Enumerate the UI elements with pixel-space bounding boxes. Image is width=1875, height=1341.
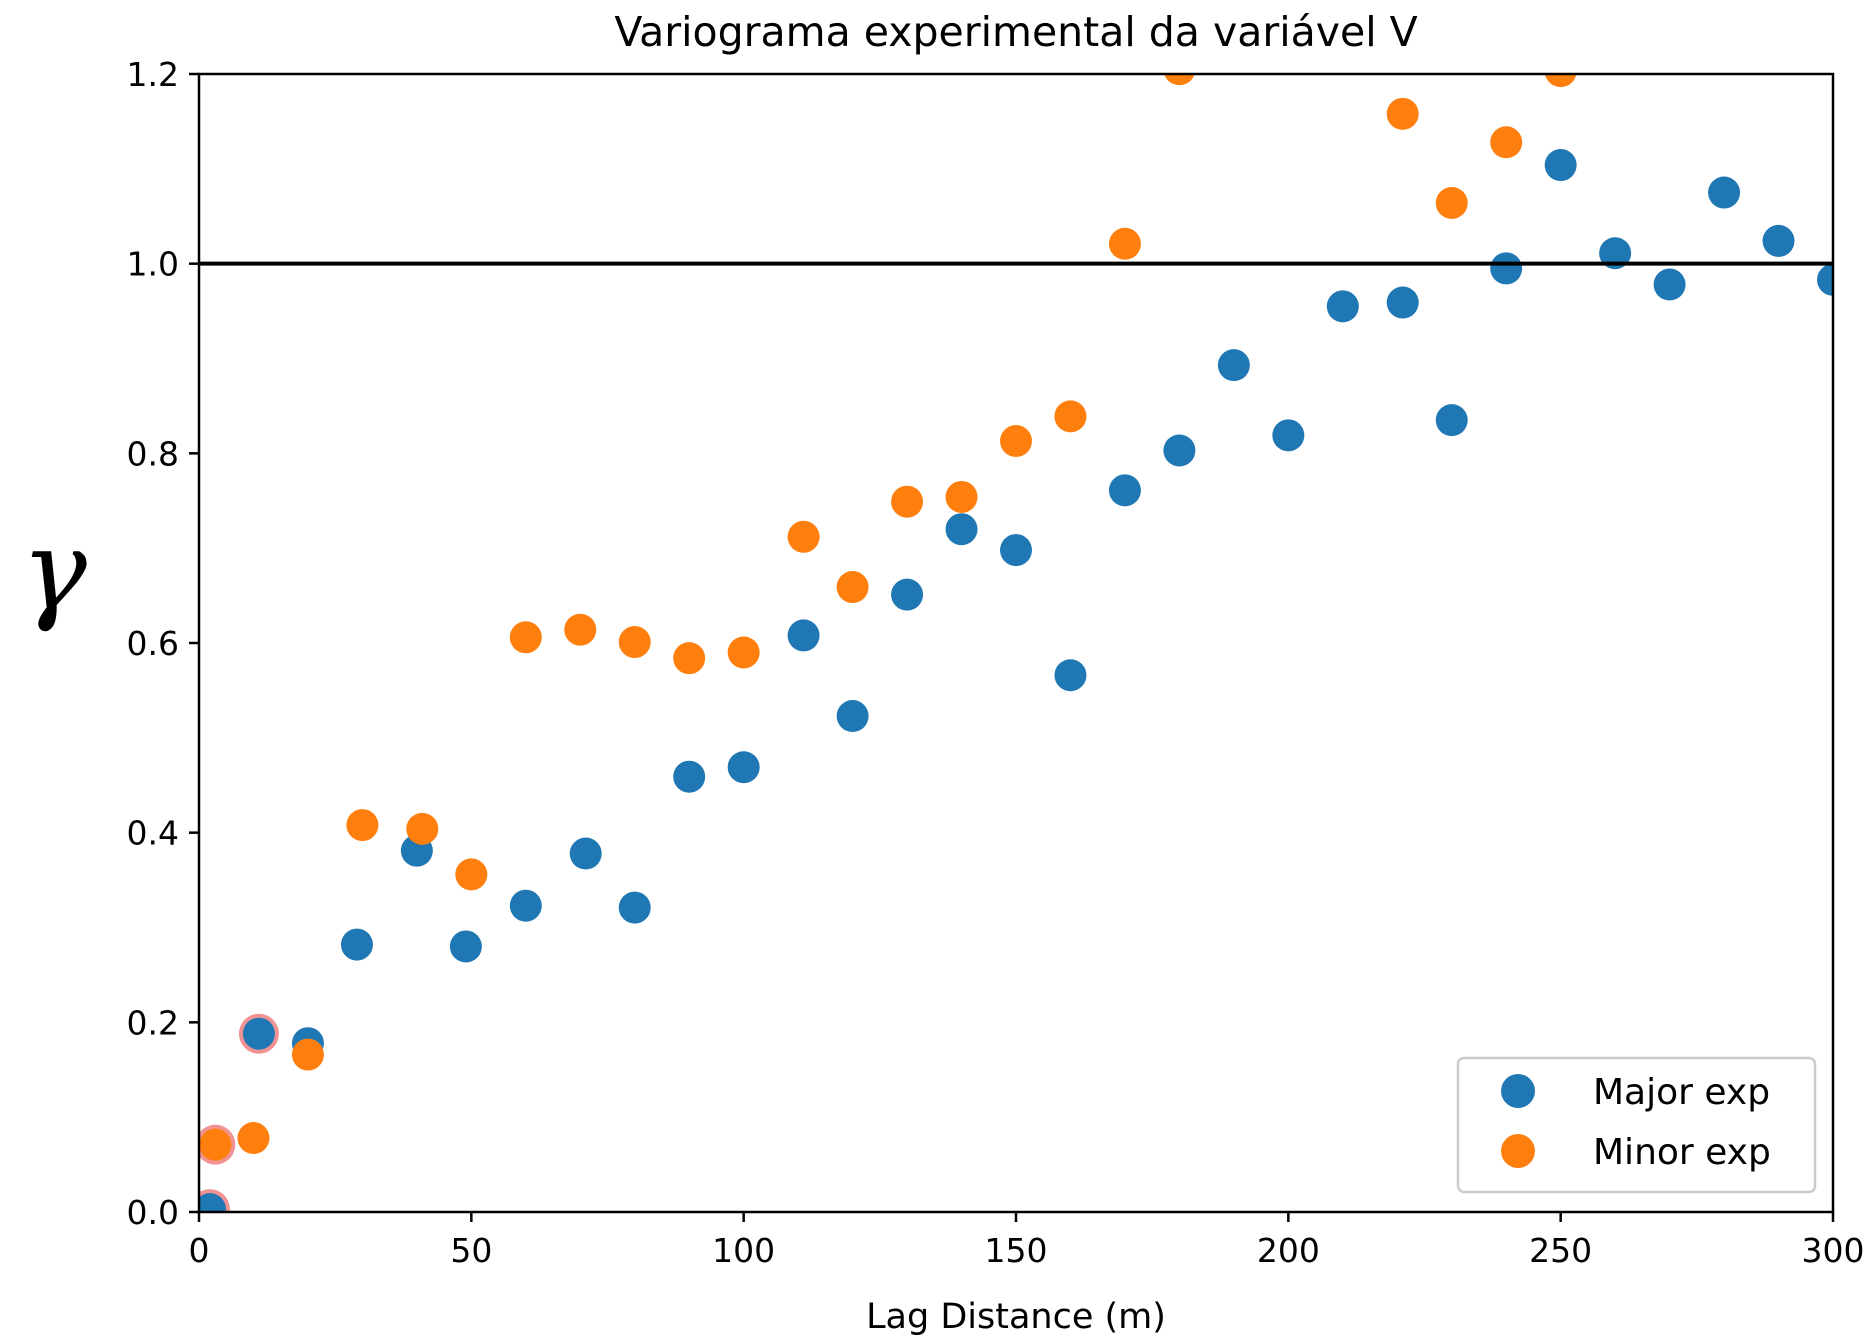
- point-minor-16: [1054, 400, 1087, 433]
- point-minor-11: [787, 520, 820, 553]
- y-axis: 0.0 0.2 0.4 0.6 0.8 1.0 1.2: [127, 55, 199, 1232]
- point-major-0: [199, 1193, 226, 1212]
- plot-frame: [197, 72, 1835, 1214]
- point-minor-8: [618, 626, 651, 659]
- point-minor-1: [237, 1122, 270, 1155]
- point-minor-21: [1490, 126, 1523, 159]
- point-major-5: [449, 930, 482, 963]
- point-major-30: [1817, 263, 1833, 296]
- point-major-29: [1762, 224, 1795, 257]
- y-tick-label: 0.6: [127, 624, 179, 663]
- legend-label-major: Major exp: [1593, 1072, 1770, 1113]
- y-axis-title: γ: [21, 506, 87, 634]
- point-minor-13: [891, 485, 924, 518]
- point-major-25: [1544, 149, 1577, 182]
- legend-label-minor: Minor exp: [1593, 1132, 1771, 1173]
- point-minor-20: [1435, 186, 1468, 219]
- x-axis: 0 50 100 150 200 250 300: [189, 1212, 1865, 1270]
- legend-marker-major: [1501, 1074, 1535, 1108]
- point-major-13: [891, 578, 924, 611]
- point-major-9: [673, 760, 706, 793]
- point-major-15: [1000, 534, 1032, 567]
- point-major-3: [340, 928, 373, 961]
- point-major-11: [787, 619, 820, 652]
- x-tick-label: 200: [1257, 1231, 1320, 1270]
- legend: Major exp Minor exp: [1456, 1056, 1817, 1194]
- point-major-17: [1108, 474, 1141, 507]
- point-minor-5: [455, 858, 488, 891]
- point-major-14: [945, 513, 978, 546]
- point-major-27: [1653, 268, 1686, 301]
- point-minor-7: [564, 613, 597, 646]
- point-major-26: [1599, 237, 1632, 270]
- series-minor-exp: [199, 74, 1577, 1161]
- point-major-24: [1490, 252, 1523, 285]
- point-minor-19: [1386, 97, 1419, 130]
- y-tick-label: 0.8: [127, 434, 179, 473]
- point-major-1: [242, 1017, 275, 1050]
- legend-frame: [1456, 1056, 1817, 1194]
- point-major-19: [1217, 349, 1250, 382]
- y-tick-label: 0.4: [127, 814, 179, 853]
- point-minor-14: [945, 480, 978, 513]
- x-tick-label: 50: [450, 1231, 492, 1270]
- point-minor-15: [1000, 425, 1032, 458]
- y-tick-label: 0.0: [127, 1193, 179, 1232]
- point-minor-22: [1544, 74, 1577, 88]
- point-minor-10: [727, 636, 760, 669]
- point-major-18: [1163, 434, 1196, 467]
- point-minor-4: [406, 812, 439, 845]
- point-minor-0: [199, 1128, 232, 1161]
- x-tick-label: 100: [712, 1231, 775, 1270]
- point-major-21: [1326, 290, 1359, 323]
- y-tick-label: 1.2: [127, 55, 179, 94]
- point-major-23: [1435, 404, 1468, 437]
- y-tick-label: 0.2: [127, 1003, 179, 1042]
- y-tick-label: 1.0: [127, 245, 179, 284]
- point-major-22: [1386, 286, 1419, 319]
- point-major-20: [1272, 419, 1305, 452]
- x-tick-label: 150: [985, 1231, 1048, 1270]
- chart-title: Variograma experimental da variável V: [614, 8, 1417, 56]
- point-minor-9: [673, 642, 706, 675]
- point-major-6: [509, 889, 542, 922]
- point-major-7: [569, 837, 602, 870]
- point-major-16: [1054, 659, 1087, 692]
- point-minor-18: [1164, 74, 1195, 86]
- x-tick-label: 300: [1802, 1231, 1865, 1270]
- point-major-28: [1708, 176, 1741, 209]
- legend-marker-minor: [1501, 1134, 1535, 1168]
- point-minor-17: [1108, 227, 1141, 260]
- point-major-10: [727, 751, 760, 784]
- x-tick-label: 250: [1529, 1231, 1592, 1270]
- x-axis-title: Lag Distance (m): [866, 1297, 1166, 1337]
- point-minor-12: [836, 571, 869, 604]
- point-minor-6: [509, 621, 542, 654]
- point-major-8: [618, 891, 651, 924]
- point-minor-3: [346, 809, 379, 842]
- x-tick-label: 0: [189, 1231, 210, 1270]
- point-major-12: [836, 700, 869, 733]
- point-minor-2: [291, 1038, 324, 1071]
